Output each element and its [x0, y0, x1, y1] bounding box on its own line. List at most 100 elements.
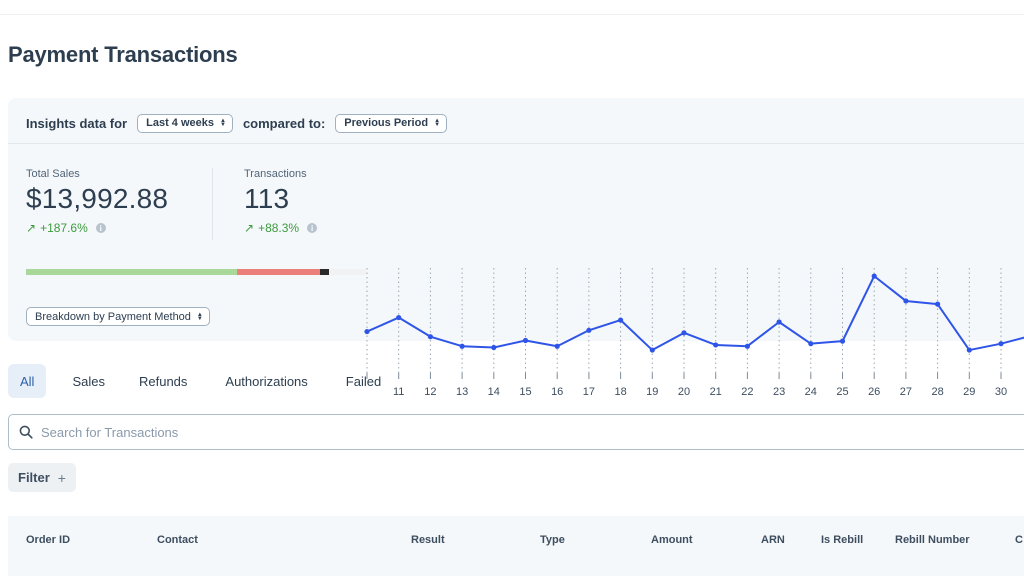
breakdown-select-value: Breakdown by Payment Method	[35, 310, 191, 323]
x-tick-label: 20	[678, 386, 690, 398]
data-point[interactable]	[776, 319, 782, 325]
column-header[interactable]: Is Rebill	[821, 534, 864, 546]
data-point[interactable]	[522, 337, 529, 344]
data-point[interactable]	[649, 347, 655, 353]
x-tick-label: 23	[773, 386, 785, 398]
x-tick-label: 15	[519, 386, 531, 398]
insights-label: Insights data for	[26, 115, 128, 131]
select-arrows-icon: ▲ ▼	[220, 118, 226, 128]
x-tick-label: 21	[710, 386, 722, 398]
transactions-metric: Transactions 113 ↗ +88.3% i	[244, 168, 318, 235]
plus-icon: +	[57, 469, 66, 486]
compared-label: compared to:	[242, 115, 326, 131]
metric-value: $13,992.88	[26, 183, 169, 214]
x-tick-label: 13	[456, 386, 468, 398]
data-point[interactable]	[618, 317, 624, 323]
metric-value: 113	[244, 183, 290, 214]
trend-up-icon: ↗	[26, 221, 37, 235]
data-point[interactable]	[839, 338, 846, 344]
tab-sales[interactable]: Sales	[72, 373, 105, 389]
x-tick-label: 30	[995, 386, 1007, 398]
tab-failed[interactable]: Failed	[345, 373, 382, 389]
x-tick-label: 12	[424, 386, 436, 398]
range-select-value: Last 4 weeks	[146, 117, 214, 129]
range-select[interactable]: Last 4 weeks ▲ ▼	[137, 113, 233, 133]
x-tick-label: 18	[614, 386, 626, 398]
transaction-tabs: All Sales Refunds Authorizations Failed	[8, 364, 401, 398]
search-icon	[19, 425, 33, 439]
data-point[interactable]	[427, 334, 433, 340]
select-arrows-icon: ▲ ▼	[434, 118, 441, 128]
x-tick-label: 19	[646, 386, 658, 398]
top-divider	[0, 14, 1024, 15]
column-header[interactable]: Type	[540, 534, 565, 546]
column-header[interactable]: ARN	[761, 534, 785, 546]
x-tick-label: 26	[868, 386, 880, 398]
column-header[interactable]: Rebill Number	[895, 534, 970, 546]
breakdown-segment-green	[26, 269, 237, 275]
breakdown-bar	[26, 269, 366, 275]
x-tick-label: 16	[551, 386, 563, 398]
filter-button[interactable]: Filter +	[8, 463, 76, 492]
filter-label: Filter	[18, 470, 50, 485]
x-tick-label: 17	[583, 386, 595, 398]
data-point[interactable]	[871, 273, 877, 279]
data-point[interactable]	[681, 330, 687, 336]
compare-select-value: Previous Period	[344, 117, 429, 129]
compare-select[interactable]: Previous Period ▲ ▼	[335, 113, 448, 133]
select-arrows-icon: ▲ ▼	[196, 311, 203, 322]
info-icon[interactable]: i	[95, 223, 106, 233]
x-tick-label: 11	[393, 386, 404, 398]
tab-authorizations[interactable]: Authorizations	[225, 373, 308, 389]
data-point[interactable]	[935, 301, 941, 307]
breakdown-segment-black	[320, 269, 329, 275]
data-point[interactable]	[808, 341, 814, 347]
data-point[interactable]	[586, 327, 592, 333]
data-point[interactable]	[713, 342, 719, 348]
insights-header: Insights data for Last 4 weeks ▲ ▼ compar…	[26, 112, 457, 134]
data-point[interactable]	[744, 343, 750, 349]
data-point[interactable]	[396, 314, 402, 321]
data-point[interactable]	[364, 328, 370, 335]
column-header[interactable]: Amount	[651, 534, 693, 546]
column-header[interactable]: Order ID	[26, 534, 71, 546]
data-point[interactable]	[903, 298, 909, 304]
x-tick-label: 22	[741, 386, 753, 398]
column-header[interactable]: C	[1015, 534, 1023, 546]
x-tick-label: 28	[931, 386, 943, 398]
x-tick-label: 24	[805, 386, 817, 398]
x-tick-label: 25	[836, 386, 848, 398]
data-point[interactable]	[966, 347, 972, 353]
data-point[interactable]	[491, 344, 497, 351]
data-point[interactable]	[459, 343, 465, 349]
metric-change-value: +88.3%	[258, 221, 300, 235]
column-header[interactable]: Result	[411, 534, 445, 546]
metric-label: Total Sales	[26, 168, 80, 180]
metric-label: Transactions	[244, 168, 307, 180]
series-line	[366, 275, 1024, 352]
tab-all[interactable]: All	[8, 364, 47, 398]
trend-up-icon: ↗	[244, 221, 255, 235]
transactions-line-chart: 11 12 13 14 15 16 17 18 19 20 21 22 23 24 25 26 27 28 29 30	[364, 268, 1024, 398]
metric-divider	[212, 168, 213, 240]
column-header[interactable]: Contact	[157, 534, 198, 546]
table-header: Order ID Contact Result Type Amount ARN Is Reb…	[8, 516, 1024, 576]
breakdown-select[interactable]: Breakdown by Payment Method ▲ ▼	[26, 307, 210, 326]
metric-change-value: +187.6%	[40, 221, 88, 235]
header-divider	[8, 143, 1024, 144]
metric-change: ↗ +187.6% i	[26, 221, 168, 235]
x-tick-label: 29	[963, 386, 975, 398]
insights-card: Insights data for Last 4 weeks ▲ ▼ compar…	[8, 98, 1024, 398]
metric-change: ↗ +88.3% i	[244, 221, 318, 235]
tab-refunds[interactable]: Refunds	[138, 373, 188, 389]
x-tick-label: 14	[488, 386, 500, 398]
page-title: Payment Transactions	[8, 42, 238, 67]
search-box[interactable]	[8, 414, 1024, 450]
breakdown-segment-red	[237, 269, 320, 275]
total-sales-metric: Total Sales $13,992.88 ↗ +187.6% i	[26, 168, 168, 235]
data-point[interactable]	[998, 341, 1004, 347]
search-input[interactable]	[41, 424, 941, 440]
x-tick-label: 27	[900, 386, 912, 398]
data-point[interactable]	[554, 343, 560, 349]
info-icon[interactable]: i	[307, 223, 318, 233]
